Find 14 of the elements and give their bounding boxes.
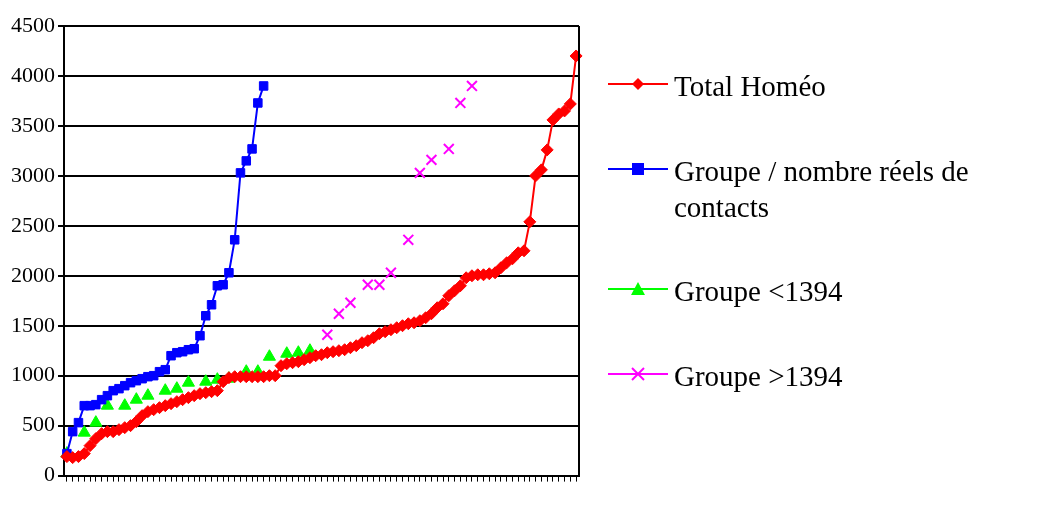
y-tick-label: 1000: [11, 361, 55, 387]
legend-label: Groupe / nombre réels de contacts: [674, 153, 970, 225]
y-tick-label: 2000: [11, 261, 55, 287]
y-tick-label: 1500: [11, 311, 55, 337]
y-tick-label: 500: [22, 411, 55, 437]
legend-label: Groupe >1394: [674, 358, 843, 394]
y-tick-label: 3500: [11, 111, 55, 137]
y-tick-label: 4500: [11, 11, 55, 37]
y-tick-label: 4000: [11, 61, 55, 87]
y-tick-label: 2500: [11, 211, 55, 237]
legend-label: Total Homéo: [674, 69, 826, 104]
legend-label: Groupe <1394: [674, 274, 843, 310]
y-tick-label: 0: [44, 461, 55, 487]
y-tick-label: 3000: [11, 161, 55, 187]
